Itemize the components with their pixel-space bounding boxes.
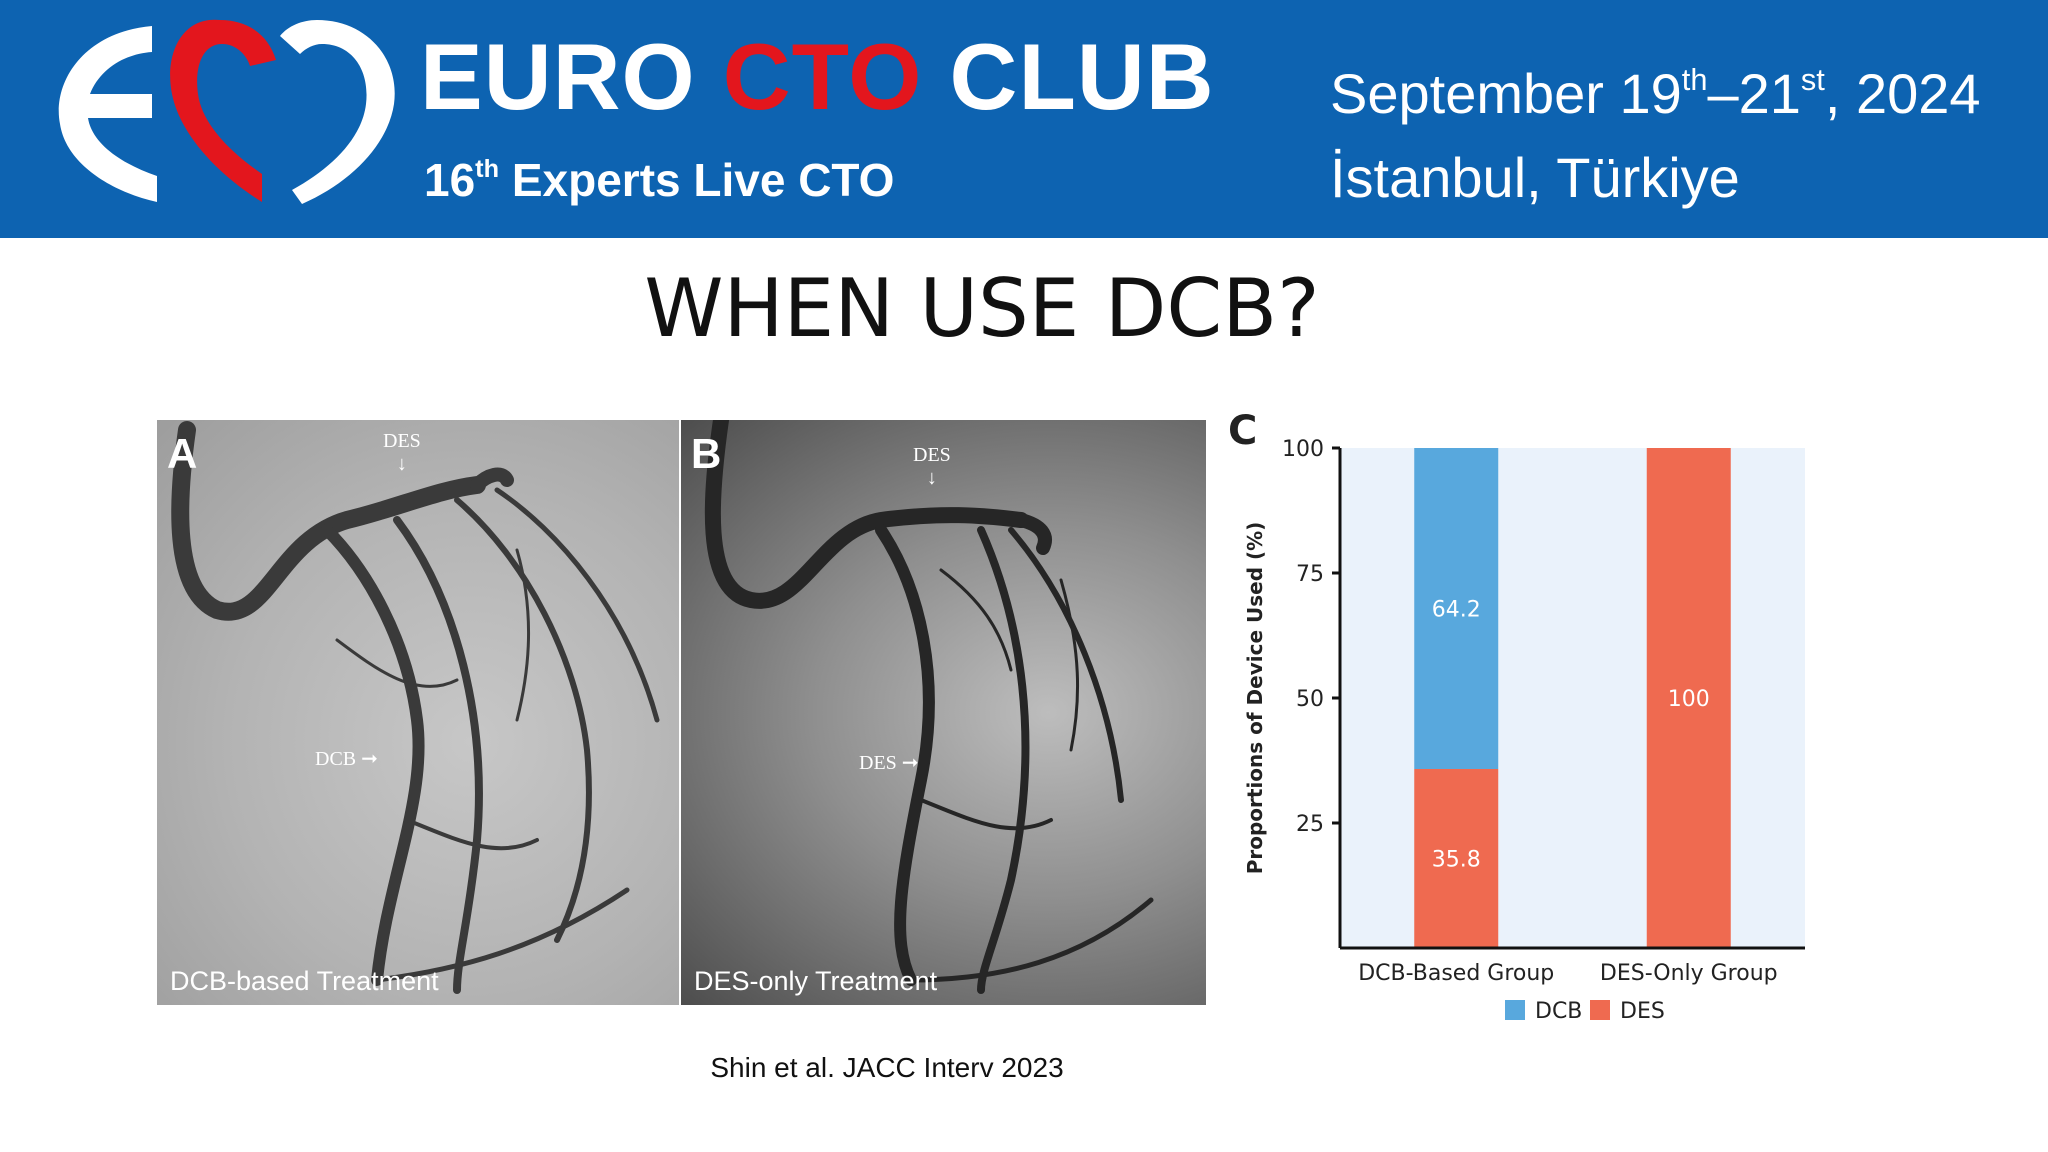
bar-data-label: 100 <box>1668 687 1710 712</box>
angiogram-a-image <box>171 421 660 994</box>
logo-left-arc <box>58 26 157 202</box>
citation: Shin et al. JACC Interv 2023 <box>710 1052 1064 1083</box>
y-axis-label: Proportions of Device Used (%) <box>1243 522 1267 875</box>
header-banner: EURO CTO CLUB 16th Experts Live CTO Sept… <box>0 0 2048 238</box>
event-date: September 19th–21st, 2024 <box>1330 61 1981 125</box>
des-arrow-label-mid: DES ➞ <box>859 752 919 774</box>
legend-swatch-des <box>1590 1000 1610 1020</box>
y-tick-label: 25 <box>1296 812 1324 837</box>
panel-b-caption: DES-only Treatment <box>694 966 938 996</box>
stacked-bar-chart: C 35.8 64.2 DCB-Based Group 100 DES-Only Gro… <box>1228 410 1805 1024</box>
logo-red-heart <box>170 19 276 203</box>
des-arrow-label: DES ↓ <box>383 430 421 475</box>
euro-cto-club-logo <box>58 19 395 204</box>
x-tick-label: DCB-Based Group <box>1358 961 1554 986</box>
event-subtitle: 16th Experts Live CTO <box>424 154 895 206</box>
x-tick-label: DES-Only Group <box>1600 961 1778 986</box>
slide-title: WHEN USE DCB? <box>644 262 1320 355</box>
angiogram-b-image <box>704 420 1154 994</box>
y-tick-label: 50 <box>1296 687 1324 712</box>
bar-des-0 <box>1414 769 1499 948</box>
legend-swatch-dcb <box>1505 1000 1525 1020</box>
chart-panel-letter: C <box>1228 410 1257 454</box>
bar-dcb-0 <box>1414 448 1499 769</box>
dcb-arrow-label: DCB ➞ <box>315 748 378 770</box>
legend-label-des: DES <box>1620 999 1665 1024</box>
bar-data-label: 35.8 <box>1432 848 1481 873</box>
legend-label-dcb: DCB <box>1535 999 1582 1024</box>
panel-a-letter: A <box>167 430 198 477</box>
brand-title: EURO CTO CLUB <box>420 24 1215 129</box>
logo-right-arc <box>280 20 395 204</box>
event-location: İstanbul, Türkiye <box>1330 146 1740 209</box>
panel-b-letter: B <box>691 430 722 477</box>
angiogram-panel-b: B DES ↓ DES ➞ DES-only Treatment <box>681 420 1206 1005</box>
angiogram-panel-a: A DES ↓ DCB ➞ DCB-based Treatment <box>157 420 679 1005</box>
panel-a-caption: DCB-based Treatment <box>170 966 439 996</box>
plot-background <box>1340 448 1805 948</box>
y-tick-label: 100 <box>1282 437 1324 462</box>
bar-des-1 <box>1646 448 1731 948</box>
y-tick-label: 75 <box>1296 562 1324 587</box>
bar-data-label: 64.2 <box>1432 598 1481 623</box>
des-arrow-label-top: DES ↓ <box>913 444 951 489</box>
